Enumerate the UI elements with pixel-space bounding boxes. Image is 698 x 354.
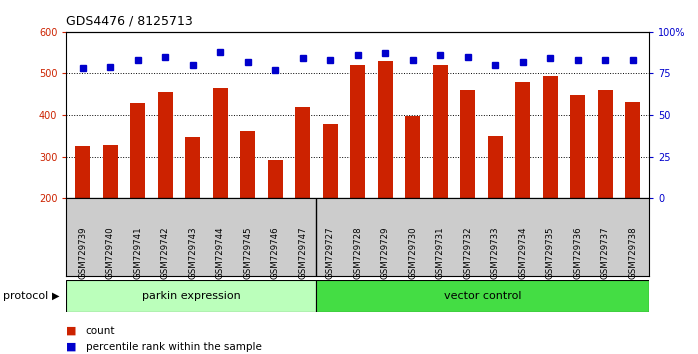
Bar [433, 65, 447, 198]
Bar [460, 90, 475, 198]
Bar [295, 107, 311, 198]
Text: protocol: protocol [3, 291, 49, 301]
Bar [378, 61, 393, 198]
Bar [158, 92, 173, 198]
Bar [625, 102, 640, 198]
Bar [405, 116, 420, 198]
Bar [131, 103, 145, 198]
Bar [515, 82, 530, 198]
Bar [240, 131, 255, 198]
Bar [213, 88, 228, 198]
Text: count: count [86, 326, 115, 336]
Text: ■: ■ [66, 326, 77, 336]
Bar [322, 124, 338, 198]
Bar [75, 146, 90, 198]
FancyBboxPatch shape [66, 280, 316, 312]
Text: percentile rank within the sample: percentile rank within the sample [86, 342, 262, 352]
FancyBboxPatch shape [316, 280, 649, 312]
Bar [570, 95, 585, 198]
Text: GDS4476 / 8125713: GDS4476 / 8125713 [66, 14, 193, 27]
Bar [268, 160, 283, 198]
Bar [350, 65, 365, 198]
Bar [597, 90, 613, 198]
Bar [103, 145, 118, 198]
Bar [488, 136, 503, 198]
Text: ■: ■ [66, 342, 77, 352]
Bar [542, 75, 558, 198]
Text: parkin expression: parkin expression [142, 291, 241, 301]
Text: vector control: vector control [444, 291, 521, 301]
Text: ▶: ▶ [52, 291, 59, 301]
Bar [185, 137, 200, 198]
